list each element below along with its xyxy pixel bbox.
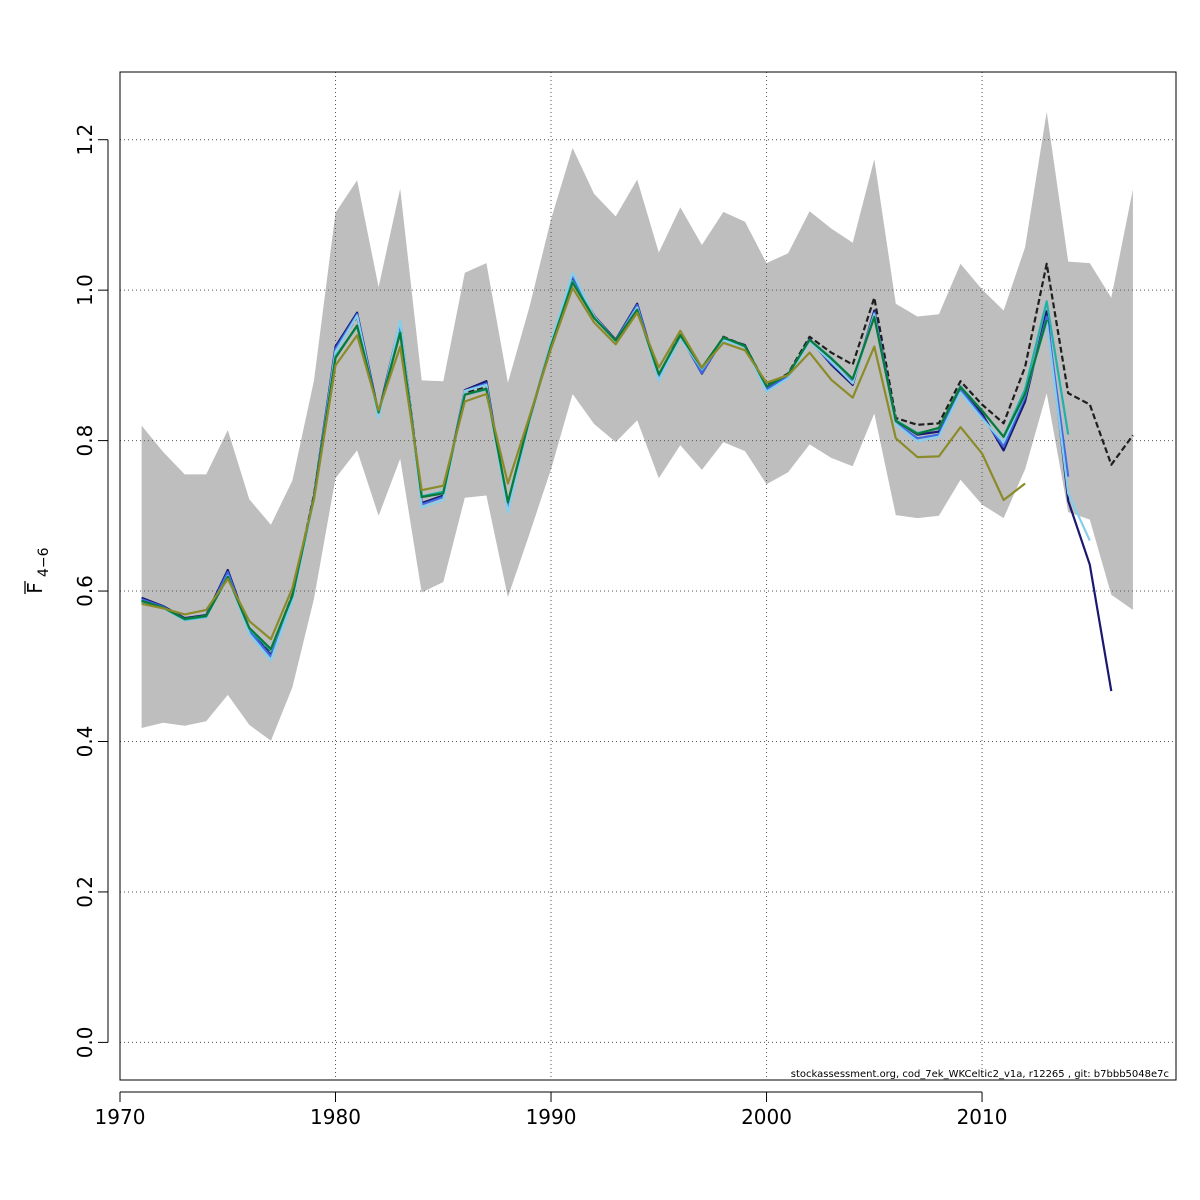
y-axis-title-subscript: 4−6	[36, 547, 52, 577]
plot-frame	[119, 71, 1177, 1081]
y-axis-title-main: F	[23, 582, 47, 594]
y-axis-title: F 4−6	[23, 547, 52, 594]
footnote: stockassessment.org, cod_7ek_WKCeltic2_v…	[791, 1069, 1169, 1080]
x-tick-label: 1990	[526, 1105, 577, 1129]
y-tick-label: 0.6	[73, 575, 97, 607]
y-tick-label: 0.0	[73, 1026, 97, 1058]
x-tick-label: 2010	[957, 1105, 1008, 1129]
y-tick-label: 1.0	[73, 274, 97, 306]
y-tick-label: 0.2	[73, 876, 97, 908]
series-line-6	[141, 281, 1048, 651]
x-tick-label: 2000	[741, 1105, 792, 1129]
confidence-band	[141, 111, 1133, 741]
x-tick-label: 1980	[310, 1105, 361, 1129]
x-tick-label: 1970	[95, 1105, 146, 1129]
y-tick-label: 1.2	[73, 124, 97, 156]
series-line-7	[141, 286, 1026, 641]
y-tick-label: 0.4	[73, 726, 97, 758]
y-tick-label: 0.8	[73, 425, 97, 457]
